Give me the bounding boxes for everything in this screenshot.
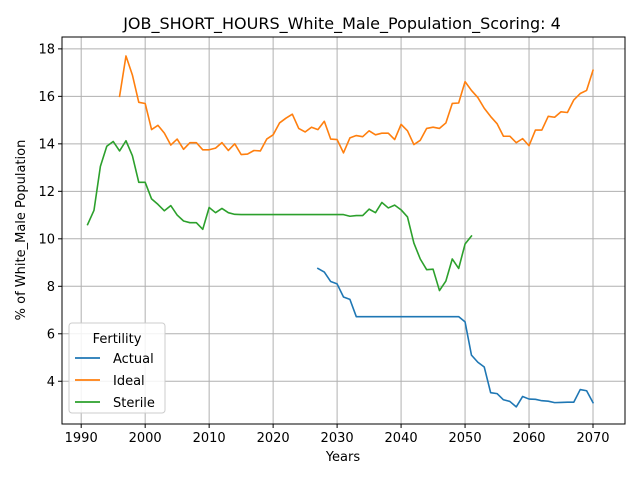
x-tick-label: 2030 [321,431,354,446]
series-line-ideal [118,55,595,156]
y-tick-label: 12 [38,185,55,200]
series-line-actual [316,267,595,408]
plot-area-frame [61,36,626,425]
y-tick-label: 4 [47,375,55,390]
x-tick-label: 2060 [512,431,545,446]
legend-box [68,322,166,414]
x-tick-label: 2040 [385,431,418,446]
x-tick-label: 1990 [65,431,98,446]
x-axis-label: Years [325,450,361,465]
y-tick-label: 6 [47,327,55,342]
axis-ticks: 1990 2000 2010 2020 2030 2040 2050 2060 2070 4 6 8 1… [38,42,609,446]
y-tick-label: 16 [38,90,55,105]
series-line-sterile [86,139,473,292]
legend-label-ideal: Ideal [113,374,145,389]
y-tick-label: 14 [38,137,55,152]
x-tick-label: 2020 [257,431,290,446]
chart-title: JOB_SHORT_HOURS_White_Male_Population_Sc… [122,14,561,34]
legend-title: Fertility [93,332,142,347]
legend-label-actual: Actual [113,352,154,367]
x-tick-label: 2010 [193,431,226,446]
x-tick-label: 2050 [449,431,482,446]
y-axis-label: % of White_Male Population [14,140,29,321]
y-tick-label: 10 [38,232,55,247]
y-tick-label: 8 [47,280,55,295]
y-tick-label: 18 [38,42,55,57]
legend: Fertility Actual Ideal Sterile [68,322,166,414]
data-series [86,55,595,408]
legend-label-sterile: Sterile [113,396,155,411]
x-tick-label: 2000 [129,431,162,446]
x-tick-label: 2070 [576,431,609,446]
legend-items: Actual Ideal Sterile [75,352,155,411]
